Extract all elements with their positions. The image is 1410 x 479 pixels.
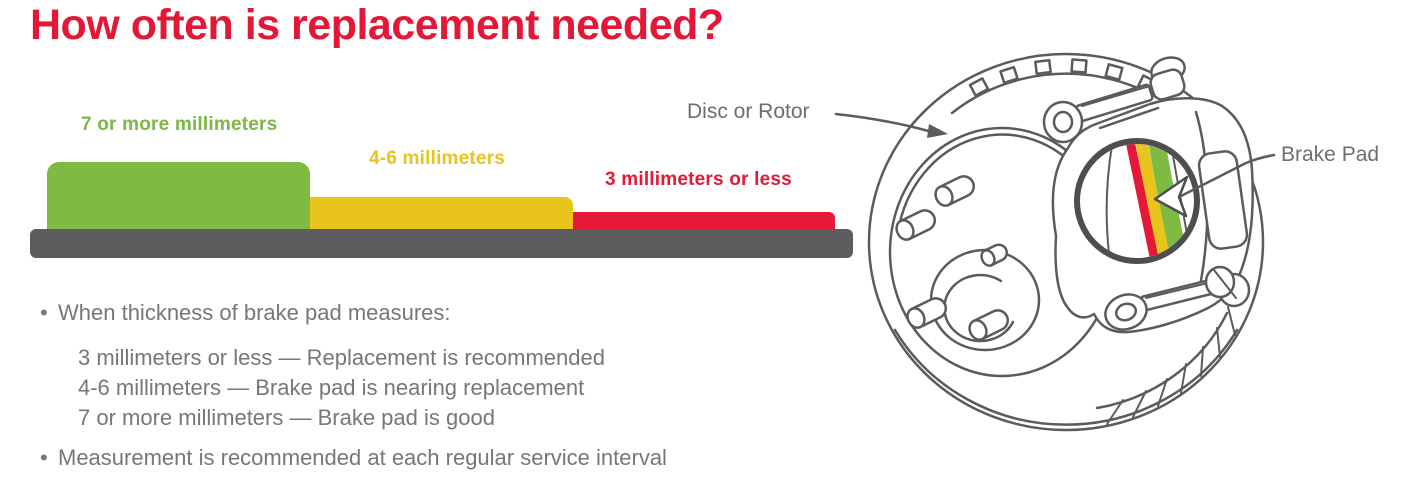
note-item-4-6mm: 4-6 millimeters — Brake pad is nearing r… [78, 375, 585, 400]
note-item-7mm: 7 or more millimeters — Brake pad is goo… [78, 405, 495, 430]
note-footer: • Measurement is recommended at each regu… [40, 445, 667, 471]
gauge-label-3mm: 3 millimeters or less [605, 169, 792, 190]
page-title: How often is replacement needed? [30, 1, 724, 49]
brake-pad-caption: Brake Pad [1281, 143, 1380, 166]
note-intro-text: When thickness of brake pad measures: [58, 300, 451, 325]
rotor-arrow-icon [834, 112, 948, 138]
brake-pad-arrow-icon [1153, 153, 1276, 218]
gauge-label-7mm: 7 or more millimeters [81, 114, 278, 135]
rotor-illustration [834, 52, 1276, 432]
gauge-base-plate [30, 229, 853, 258]
note-footer-text: Measurement is recommended at each regul… [58, 445, 667, 470]
pad-stripe-red [1124, 144, 1161, 258]
note-item-3mm: 3 millimeters or less — Replacement is r… [78, 345, 605, 370]
lug-studs [895, 175, 1009, 341]
gauge-label-4-6mm: 4-6 millimeters [369, 148, 506, 169]
bullet-icon: • [40, 445, 48, 470]
gauge-segment-3mm [573, 212, 835, 229]
rotor-caption: Disc or Rotor [687, 100, 810, 123]
bullet-icon: • [40, 300, 48, 325]
gauge-segment-4-6mm [310, 197, 573, 229]
pad-stripe-yellow [1134, 144, 1172, 258]
gauge-segment-7mm [47, 162, 310, 229]
note-intro: • When thickness of brake pad measures: [40, 300, 451, 326]
